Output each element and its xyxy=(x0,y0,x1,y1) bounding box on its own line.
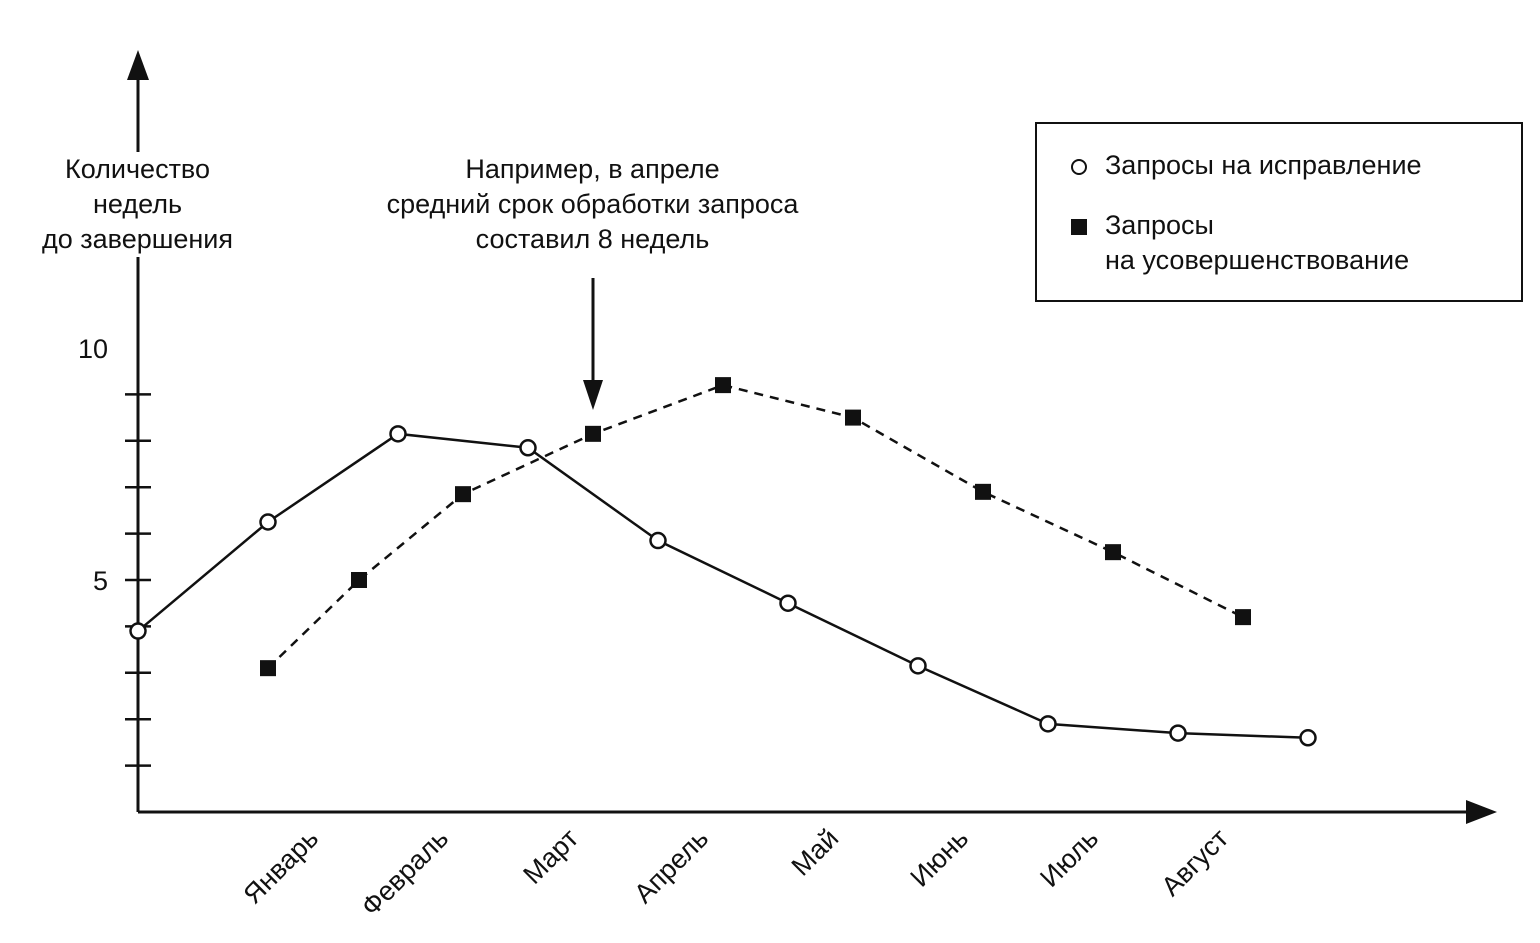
x-axis-arrow-icon xyxy=(1466,800,1497,824)
open-circle-marker-icon xyxy=(1071,159,1087,175)
series-2-point-1 xyxy=(260,660,276,677)
series-2-point-2 xyxy=(351,572,367,588)
x-category-label-2: Февраль xyxy=(355,823,454,922)
series-1-point-3 xyxy=(389,425,407,443)
series-1-point-5 xyxy=(649,531,667,550)
series-1-point-8 xyxy=(1039,715,1057,733)
series-2-point-4 xyxy=(585,425,601,442)
filled-square-marker-icon xyxy=(1071,219,1087,235)
series-1-point-7 xyxy=(909,657,927,675)
legend-item-fix-requests: Запросы на исправление xyxy=(1071,148,1422,183)
x-category-label-5: Май xyxy=(786,823,845,882)
series-line-1 xyxy=(137,432,1309,740)
series-2-point-9 xyxy=(1235,609,1251,626)
series-2-point-6 xyxy=(845,409,861,426)
chart-legend: Запросы на исправление Запросы на усовер… xyxy=(1035,122,1523,302)
series-1-point-9 xyxy=(1169,724,1187,742)
series-line-2 xyxy=(267,383,1244,670)
series-1-point-6 xyxy=(779,594,797,612)
series-2-point-7 xyxy=(975,483,991,500)
x-category-label-7: Июль xyxy=(1034,823,1104,893)
y-axis-title: Количество недель до завершения xyxy=(10,152,265,257)
series-1-point-1 xyxy=(129,622,147,640)
annotation-arrow-icon xyxy=(583,380,603,410)
x-category-label-6: Июнь xyxy=(904,823,974,893)
x-category-label-1: Январь xyxy=(238,823,325,910)
series-1-point-4 xyxy=(519,439,537,457)
x-category-label-4: Апрель xyxy=(628,823,714,909)
y-tick-label-10: 10 xyxy=(78,334,108,364)
y-axis-arrow-icon xyxy=(127,50,149,80)
x-category-label-3: Март xyxy=(517,823,584,890)
legend-item-enhancement-requests: Запросы на усовершенствование xyxy=(1071,208,1409,278)
legend-label: Запросы на исправление xyxy=(1105,150,1422,180)
series-1-point-10 xyxy=(1299,729,1317,747)
series-1-point-2 xyxy=(259,513,277,531)
y-tick-label-5: 5 xyxy=(93,566,108,596)
legend-label: Запросы на усовершенствование xyxy=(1105,210,1410,275)
x-category-label-8: Август xyxy=(1156,823,1235,902)
series-2-point-3 xyxy=(455,486,471,503)
chart-annotation: Например, в апреле средний срок обработк… xyxy=(386,154,799,254)
series-2-point-8 xyxy=(1105,544,1121,561)
series-2-point-5 xyxy=(715,377,731,394)
